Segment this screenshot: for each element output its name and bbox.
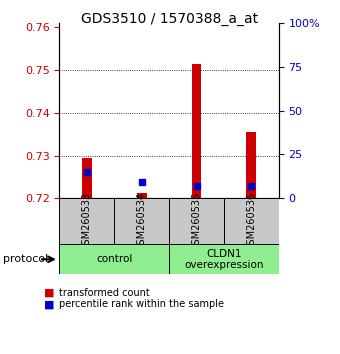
Text: CLDN1
overexpression: CLDN1 overexpression	[184, 249, 264, 270]
Bar	[169, 198, 224, 244]
Text: protocol: protocol	[3, 254, 49, 264]
Text: GSM260533: GSM260533	[82, 192, 92, 251]
Bar	[59, 198, 114, 244]
Bar	[192, 64, 202, 198]
Bar	[114, 198, 169, 244]
Text: ■: ■	[44, 299, 55, 309]
Text: transformed count: transformed count	[59, 288, 150, 298]
Bar	[59, 244, 169, 274]
Text: ■: ■	[44, 288, 55, 298]
Bar	[137, 193, 147, 198]
Text: GDS3510 / 1570388_a_at: GDS3510 / 1570388_a_at	[82, 12, 258, 27]
Text: control: control	[96, 254, 133, 264]
Text: GSM260534: GSM260534	[137, 192, 147, 251]
Text: GSM260536: GSM260536	[246, 192, 256, 251]
Bar	[82, 158, 92, 198]
Bar	[169, 244, 279, 274]
Bar	[224, 198, 279, 244]
Text: percentile rank within the sample: percentile rank within the sample	[59, 299, 224, 309]
Bar	[246, 132, 256, 198]
Text: GSM260535: GSM260535	[191, 192, 202, 251]
